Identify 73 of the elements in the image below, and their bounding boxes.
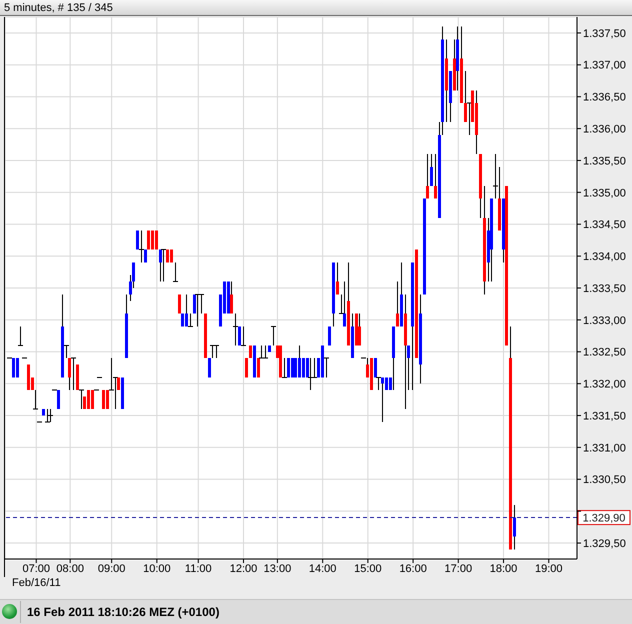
candlestick bbox=[147, 230, 150, 250]
candlestick bbox=[159, 249, 162, 282]
x-tick-label: 12:00 bbox=[230, 562, 258, 575]
candlestick bbox=[136, 230, 139, 250]
y-tick-label: 1.334,00 bbox=[583, 251, 626, 264]
y-tick-label: 1.333,50 bbox=[583, 282, 626, 295]
y-tick-label: 1.335,00 bbox=[583, 187, 626, 200]
x-tick-label: 08:00 bbox=[56, 562, 84, 575]
y-tick-label: 1.333,00 bbox=[583, 314, 626, 327]
y-tick-label: 1.331,50 bbox=[583, 410, 626, 422]
candlestick bbox=[291, 358, 294, 378]
x-tick-label: 15:00 bbox=[354, 562, 382, 575]
y-tick-label: 1.334,50 bbox=[583, 219, 626, 232]
ref-line-label: 1.329,90 bbox=[582, 512, 626, 525]
candlestick bbox=[87, 390, 90, 410]
candlestick bbox=[16, 358, 19, 378]
candlestick bbox=[358, 313, 361, 346]
x-tick-label: 11:00 bbox=[184, 562, 212, 575]
candlestick bbox=[464, 70, 467, 123]
y-tick-label: 1.332,50 bbox=[583, 346, 626, 359]
y-tick-label: 1.331,00 bbox=[583, 442, 626, 454]
candlestick bbox=[257, 358, 260, 378]
candlestick bbox=[57, 390, 60, 410]
candlestick bbox=[513, 504, 516, 550]
candlestick bbox=[106, 390, 109, 410]
chart-title: 5 minutes, # 135 / 345 bbox=[0, 0, 632, 16]
candlestick bbox=[434, 154, 437, 200]
x-tick-label: 19:00 bbox=[534, 562, 563, 575]
candlestick bbox=[170, 250, 173, 262]
candlestick bbox=[302, 358, 305, 378]
candlestick bbox=[374, 358, 377, 378]
candlestick bbox=[117, 377, 120, 390]
candlestick bbox=[151, 230, 154, 250]
x-tick-label: 16:00 bbox=[399, 562, 427, 575]
candlestick bbox=[298, 344, 301, 378]
x-tick-label: 07:00 bbox=[22, 562, 50, 575]
candlestick bbox=[430, 154, 433, 186]
candlestick bbox=[343, 281, 346, 327]
candlestick bbox=[245, 358, 248, 378]
candlestick bbox=[155, 230, 158, 250]
x-tick-label: 18:00 bbox=[490, 562, 518, 575]
candlestick bbox=[12, 358, 15, 378]
x-tick-label: 13:00 bbox=[264, 562, 292, 575]
candlestick bbox=[181, 314, 184, 326]
text: 16 Feb 2011 18:10:26 MEZ (+0100) bbox=[27, 605, 220, 619]
candlestick bbox=[426, 154, 429, 200]
candlestick bbox=[396, 281, 399, 327]
y-tick-label: 1.336,50 bbox=[583, 92, 626, 104]
candlestick bbox=[144, 250, 147, 262]
x-tick-label: 14:00 bbox=[308, 562, 336, 575]
candlestick bbox=[208, 358, 211, 378]
y-tick-label: 1.337,50 bbox=[583, 28, 626, 40]
y-tick-label: 1.335,50 bbox=[583, 155, 626, 168]
candlestick bbox=[294, 358, 297, 378]
candlestick bbox=[91, 390, 94, 410]
candlestick bbox=[230, 281, 233, 314]
y-tick-label: 1.337,00 bbox=[583, 60, 626, 72]
text: Feb/16/11 bbox=[12, 577, 61, 589]
y-tick-label: 1.330,50 bbox=[583, 474, 626, 486]
candlestick bbox=[102, 390, 105, 410]
candlestick bbox=[336, 262, 339, 295]
y-tick-label: 1.332,00 bbox=[583, 378, 626, 391]
candlestick bbox=[306, 358, 309, 378]
candlestick bbox=[193, 294, 196, 314]
x-tick-label: 09:00 bbox=[98, 562, 126, 575]
candlestick bbox=[166, 250, 169, 262]
candlestick bbox=[328, 326, 331, 346]
candlestick bbox=[287, 358, 290, 378]
candlestick bbox=[238, 326, 241, 346]
x-tick-label: 17:00 bbox=[444, 562, 472, 575]
x-tick-label: 10:00 bbox=[143, 562, 171, 575]
y-tick-label: 1.329,50 bbox=[583, 538, 626, 550]
y-tick-label: 1.336,00 bbox=[583, 123, 626, 136]
